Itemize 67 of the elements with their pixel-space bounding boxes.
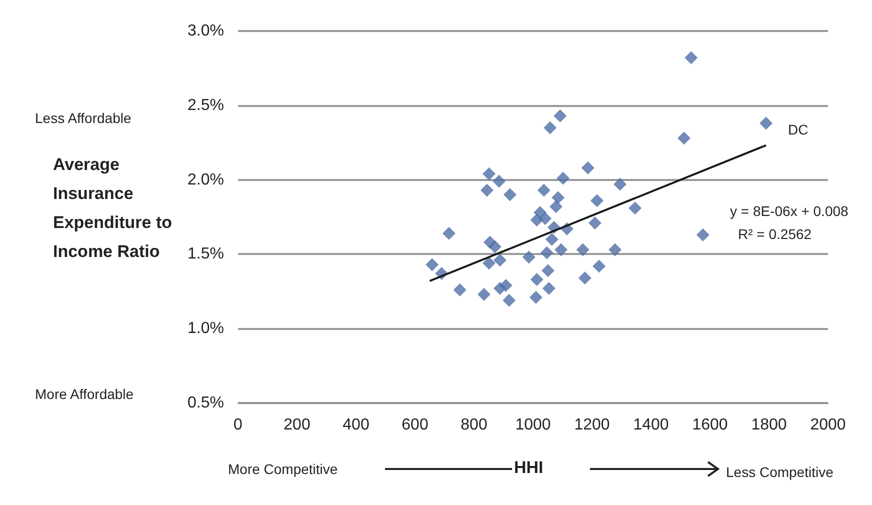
x-tick-label: 1000 <box>515 416 551 434</box>
point <box>502 294 516 307</box>
point <box>488 240 502 254</box>
point <box>492 174 506 188</box>
point <box>628 202 642 215</box>
x-tick-label: 200 <box>284 416 310 434</box>
y-tick-label: 1.5% <box>188 246 224 263</box>
point <box>478 288 491 301</box>
point <box>503 188 516 202</box>
annotation: DC <box>788 121 808 138</box>
point <box>453 283 466 296</box>
y-tick-label: 3.0% <box>188 22 224 40</box>
point <box>480 184 494 197</box>
x-tick-label: 800 <box>460 416 488 434</box>
point <box>426 258 439 272</box>
point <box>542 264 555 278</box>
point <box>522 250 536 264</box>
annotation: y = 8E-06x + 0.008 <box>730 203 849 219</box>
y-tick-label: 0.5% <box>188 394 224 412</box>
x-tick-label: 2000 <box>810 416 846 434</box>
point <box>556 172 570 185</box>
text: More Competitive <box>228 461 338 477</box>
text: Less Competitive <box>726 464 834 480</box>
point <box>550 200 563 214</box>
point <box>592 260 606 273</box>
point <box>482 256 496 270</box>
x-tick-label: 400 <box>342 416 370 434</box>
point <box>493 254 506 267</box>
point <box>576 243 590 256</box>
point <box>542 282 556 295</box>
point <box>529 290 542 304</box>
point <box>482 167 496 180</box>
text: More Affordable <box>35 386 134 402</box>
x-tick-label: 1600 <box>692 416 728 434</box>
point <box>578 272 592 285</box>
x-tick-label: 600 <box>402 416 428 434</box>
point <box>588 216 602 230</box>
y-axis-title: Average Insurance Expenditure to Income Ratio <box>53 155 177 261</box>
point <box>540 246 554 260</box>
point <box>499 278 512 292</box>
point <box>537 184 550 197</box>
x-tick-label: 1400 <box>633 416 669 434</box>
y-tick-label: 2.5% <box>188 96 224 114</box>
point <box>590 194 604 208</box>
y-tick-label: 1.0% <box>188 320 224 338</box>
point <box>608 243 622 256</box>
point <box>678 132 691 145</box>
text: Less Affordable <box>35 110 132 126</box>
point <box>554 243 568 256</box>
point <box>554 109 567 122</box>
point <box>538 212 552 225</box>
point <box>545 232 558 246</box>
point <box>544 121 557 134</box>
annotation: R² = 0.2562 <box>738 226 812 242</box>
point <box>696 228 710 242</box>
point <box>614 178 627 191</box>
x-axis-title: HHI <box>514 458 544 477</box>
y-tick-label: 2.0% <box>188 171 224 188</box>
point <box>530 272 544 286</box>
x-tick-label: 0 <box>234 416 243 434</box>
point <box>684 51 698 64</box>
point <box>552 191 565 204</box>
point <box>760 116 773 130</box>
x-tick-label: 1200 <box>574 416 610 434</box>
point <box>442 226 456 240</box>
point <box>581 161 594 174</box>
x-tick-label: 1800 <box>751 416 787 434</box>
